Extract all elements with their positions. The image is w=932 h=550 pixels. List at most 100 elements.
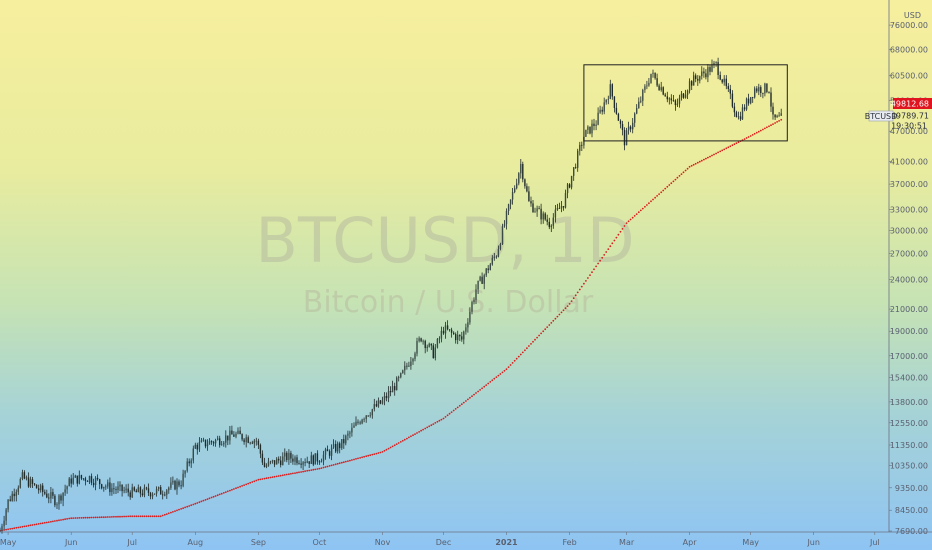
ma-point bbox=[269, 476, 272, 479]
ma-point bbox=[229, 489, 231, 492]
price-candle bbox=[475, 284, 477, 304]
price-candle bbox=[253, 439, 255, 449]
price-candle bbox=[756, 86, 758, 94]
price-candle bbox=[229, 426, 231, 445]
ma-point bbox=[363, 455, 365, 458]
price-candle bbox=[601, 106, 603, 115]
price-candle bbox=[3, 515, 5, 530]
price-candle bbox=[595, 120, 597, 131]
price-candle bbox=[752, 96, 754, 103]
price-candle bbox=[544, 212, 546, 221]
price-candle bbox=[542, 211, 544, 224]
ma-point bbox=[119, 515, 121, 518]
price-candle bbox=[546, 214, 548, 226]
ma-point bbox=[458, 404, 461, 407]
x-tick-label: May bbox=[742, 538, 759, 547]
ma-point bbox=[440, 418, 443, 421]
price-candle bbox=[686, 89, 689, 99]
price-candle bbox=[764, 82, 766, 97]
ma-point bbox=[422, 428, 424, 431]
price-candle bbox=[50, 487, 52, 504]
ma-point bbox=[145, 515, 148, 518]
price-candle bbox=[605, 99, 607, 105]
ma-point bbox=[66, 518, 68, 520]
price-candle bbox=[66, 485, 68, 494]
ma-point bbox=[497, 374, 500, 377]
ma-point bbox=[52, 520, 54, 523]
ma-point bbox=[265, 477, 268, 480]
price-candle bbox=[560, 201, 563, 213]
price-candle bbox=[217, 435, 219, 441]
ma-point bbox=[483, 385, 486, 388]
price-candle bbox=[7, 499, 9, 513]
price-candle bbox=[688, 78, 691, 94]
price-candle bbox=[629, 125, 632, 133]
price-candle bbox=[162, 490, 164, 500]
price-candle bbox=[461, 331, 463, 342]
ma-point bbox=[731, 144, 734, 147]
watermark-description: Bitcoin / U.S. Dollar bbox=[303, 285, 594, 320]
ma-point bbox=[450, 411, 453, 413]
ma-point bbox=[190, 504, 193, 507]
price-candle bbox=[780, 108, 782, 116]
price-candle bbox=[737, 111, 740, 120]
price-candle bbox=[489, 262, 491, 271]
ma-point bbox=[139, 515, 142, 518]
y-tick-label: 11350.00 bbox=[890, 441, 928, 450]
ma-point bbox=[259, 478, 262, 481]
price-candle bbox=[314, 453, 316, 465]
ma-point bbox=[342, 461, 345, 464]
price-candle bbox=[9, 495, 11, 502]
price-candle bbox=[693, 71, 695, 86]
price-candle bbox=[54, 494, 56, 508]
ma-point bbox=[735, 142, 738, 145]
ma-point bbox=[605, 251, 608, 253]
price-candle bbox=[377, 397, 380, 408]
y-tick-label: 12550.00 bbox=[890, 419, 928, 428]
price-candle bbox=[556, 203, 559, 211]
time-axis[interactable]: May Jun Jul Aug Sep Oct Nov Dec 2021 Feb Mar Apr May… bbox=[0, 531, 932, 547]
ma-point bbox=[245, 483, 248, 486]
price-candle bbox=[573, 167, 575, 181]
ma-point bbox=[131, 515, 134, 518]
ma-point bbox=[646, 204, 648, 206]
price-candle bbox=[351, 423, 353, 437]
ma-point bbox=[676, 176, 679, 179]
price-candle bbox=[400, 372, 402, 379]
price-candle bbox=[172, 476, 174, 485]
ma-point bbox=[743, 138, 746, 141]
ma-point bbox=[546, 326, 549, 328]
price-candle bbox=[19, 477, 21, 489]
price-candle bbox=[585, 129, 587, 137]
ma-point bbox=[58, 519, 60, 522]
price-candle bbox=[0, 527, 1, 532]
price-candle bbox=[426, 344, 428, 352]
ma-point bbox=[719, 150, 722, 153]
ma-point bbox=[123, 515, 125, 518]
ma-point bbox=[15, 526, 18, 529]
ma-point bbox=[288, 473, 290, 476]
price-candle bbox=[467, 318, 469, 333]
price-axis[interactable]: USD 76000.0068000.0060500.0054000.004700… bbox=[888, 0, 928, 536]
price-candle bbox=[194, 442, 196, 449]
price-candle bbox=[459, 334, 461, 341]
ma-point bbox=[249, 481, 252, 484]
y-tick-label: 7690.00 bbox=[895, 527, 928, 536]
ma-point bbox=[285, 473, 288, 476]
ma-point bbox=[707, 156, 709, 159]
ma-point bbox=[365, 455, 368, 458]
consolidation-range-box[interactable] bbox=[583, 64, 788, 142]
ma-point bbox=[316, 468, 319, 470]
price-candle bbox=[355, 416, 357, 427]
price-candle bbox=[664, 92, 666, 97]
price-candle bbox=[245, 434, 247, 448]
price-candle bbox=[113, 483, 115, 495]
ma-point bbox=[408, 436, 410, 439]
price-candle bbox=[420, 337, 422, 343]
ma-point bbox=[556, 315, 559, 318]
price-candle bbox=[438, 336, 441, 344]
price-candle bbox=[263, 457, 266, 468]
price-candle bbox=[536, 205, 538, 217]
